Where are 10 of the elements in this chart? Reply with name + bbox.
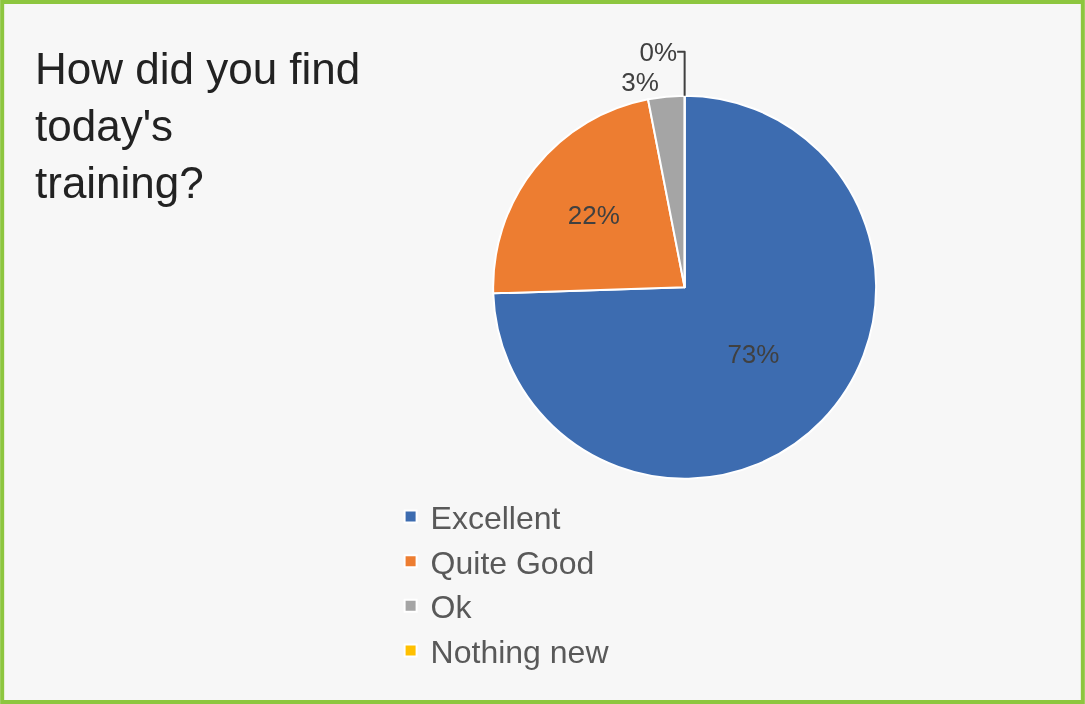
text: How did you find today's training? — [35, 44, 361, 208]
data-label: 3% — [621, 66, 659, 97]
legend-label: Excellent — [430, 500, 561, 537]
legend-label: Ok — [430, 589, 473, 626]
data-label: 22% — [567, 199, 620, 230]
legend-label: Quite Good — [430, 544, 595, 581]
pie-slice — [492, 94, 877, 480]
data-label: 73% — [727, 338, 780, 369]
legend-label: Nothing new — [430, 633, 610, 670]
text: 0% — [639, 36, 678, 67]
